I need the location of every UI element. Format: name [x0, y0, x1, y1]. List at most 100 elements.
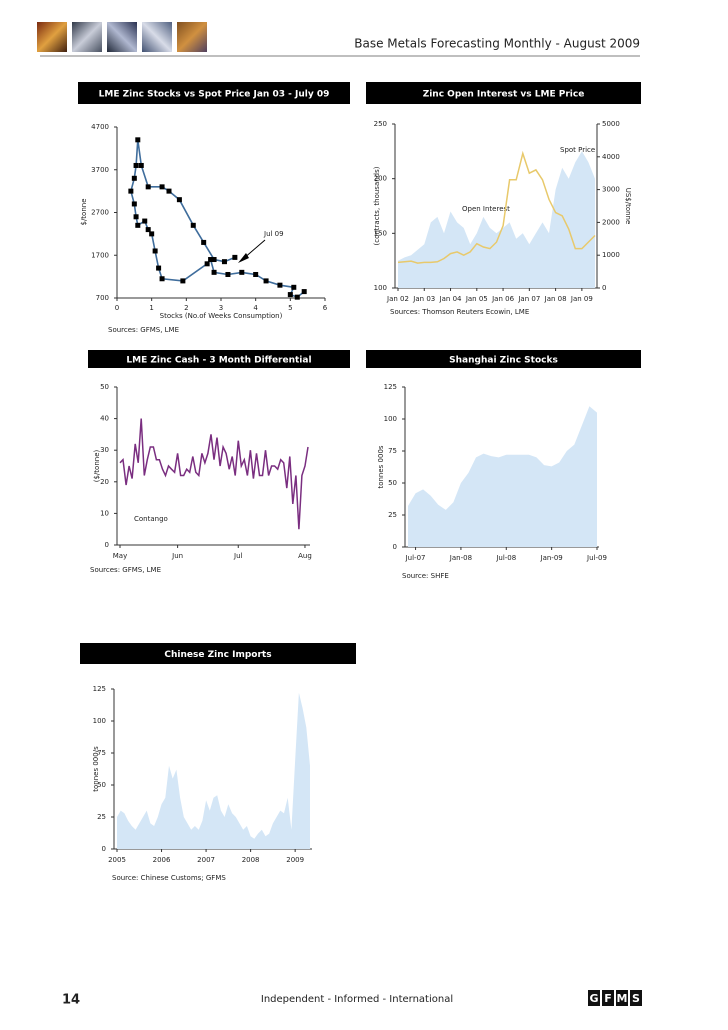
data-point	[211, 257, 217, 263]
header-image	[72, 22, 102, 52]
x-tick-label: Jan 02	[386, 295, 409, 303]
y2-tick-label: 0	[602, 284, 606, 292]
data-point	[156, 265, 162, 271]
panel-title-bar	[78, 82, 350, 104]
data-point	[239, 269, 245, 275]
data-area	[398, 151, 595, 288]
y-tick-label: 75	[388, 447, 397, 455]
series-label: Spot Price	[560, 146, 595, 154]
source-note: Source: Chinese Customs; GFMS	[112, 874, 226, 882]
data-point	[301, 289, 307, 295]
y-tick-label: 50	[388, 479, 397, 487]
source-note: Source: SHFE	[402, 572, 449, 580]
x-tick-label: Jan-08	[449, 554, 472, 562]
header-title: Base Metals Forecasting Monthly - August…	[354, 37, 640, 51]
data-point	[149, 231, 155, 237]
x-tick-label: 1	[149, 304, 153, 312]
data-point	[190, 222, 196, 228]
annotation: Contango	[134, 515, 168, 523]
data-area	[117, 692, 310, 849]
panel-title: Shanghai Zinc Stocks	[449, 356, 558, 366]
data-point	[131, 201, 137, 207]
x-tick-label: 2008	[242, 856, 260, 864]
x-axis-label: Stocks (No.of Weeks Consumption)	[160, 312, 283, 320]
data-point	[291, 284, 297, 290]
y-tick-label: 50	[100, 383, 109, 391]
data-point	[135, 137, 141, 143]
annotation: Jul 09	[263, 230, 284, 238]
x-tick-label: 0	[115, 304, 119, 312]
y-tick-label: 100	[384, 415, 397, 423]
x-tick-label: Jan 09	[570, 295, 593, 303]
y2-tick-label: 3000	[602, 186, 620, 194]
y-tick-label: 150	[374, 229, 387, 237]
data-point	[263, 278, 269, 284]
panel-title-bar	[88, 350, 350, 368]
y2-axis-label: US$/tonne	[624, 188, 632, 225]
y-tick-label: 125	[384, 383, 397, 391]
data-point	[253, 271, 259, 277]
data-point	[294, 294, 300, 300]
data-point	[180, 278, 186, 284]
y2-tick-label: 1000	[602, 251, 620, 259]
y-tick-label: 1700	[91, 251, 109, 259]
y-tick-label: 100	[374, 284, 387, 292]
data-point	[166, 188, 172, 194]
data-point	[159, 184, 165, 190]
x-tick-label: 2007	[197, 856, 215, 864]
data-point	[159, 276, 165, 282]
y-tick-label: 25	[388, 511, 397, 519]
y2-tick-label: 5000	[602, 120, 620, 128]
y-tick-label: 75	[97, 749, 106, 757]
data-line	[397, 150, 596, 264]
series-label: Open Interest	[462, 205, 510, 213]
logo-letter: F	[604, 992, 612, 1005]
panel-title: LME Zinc Cash - 3 Month Differential	[126, 356, 311, 366]
header-image	[107, 22, 137, 52]
panel-title-bar	[80, 643, 356, 664]
logo-letter: M	[617, 992, 628, 1005]
data-point	[221, 259, 227, 265]
data-point	[176, 197, 182, 203]
y-tick-label: 0	[393, 543, 397, 551]
data-line	[119, 418, 309, 530]
y-axis-label: ($/tonne)	[93, 449, 101, 482]
panel-title-bar	[366, 82, 641, 104]
x-tick-label: 2005	[108, 856, 126, 864]
panel-title: LME Zinc Stocks vs Spot Price Jan 03 - J…	[99, 90, 330, 100]
x-tick-label: Jan 05	[465, 295, 488, 303]
y-tick-label: 0	[105, 541, 109, 549]
header-image	[177, 22, 207, 52]
logo-box	[602, 990, 614, 1006]
y-tick-label: 200	[374, 175, 387, 183]
header-images	[37, 22, 207, 52]
y-tick-label: 4700	[91, 123, 109, 131]
header-image	[142, 22, 172, 52]
x-tick-label: Jan 04	[439, 295, 462, 303]
x-tick-label: Jul-08	[495, 554, 516, 562]
x-tick-label: Jan 08	[544, 295, 567, 303]
data-point	[232, 254, 238, 260]
data-point	[133, 214, 139, 220]
header-image	[37, 22, 67, 52]
x-tick-label: Jan-09	[540, 554, 563, 562]
x-tick-label: Jul-07	[405, 554, 426, 562]
source-note: Sources: GFMS, LME	[90, 566, 161, 574]
y2-tick-label: 2000	[602, 218, 620, 226]
y-tick-label: 20	[100, 478, 109, 486]
panel-title: Chinese Zinc Imports	[164, 650, 271, 660]
data-point	[277, 282, 283, 288]
logo-letter: G	[589, 992, 598, 1005]
footer-tagline: Independent - Informed - International	[261, 994, 453, 1005]
source-note: Sources: Thomson Reuters Ecowin, LME	[390, 308, 529, 316]
logo-box	[630, 990, 642, 1006]
data-point	[131, 175, 137, 181]
y-tick-label: 125	[93, 685, 106, 693]
data-point	[208, 257, 214, 263]
data-area	[408, 406, 597, 547]
x-tick-label: May	[113, 552, 127, 560]
x-tick-label: Jan 03	[412, 295, 435, 303]
y-tick-label: 100	[93, 717, 106, 725]
data-point	[142, 218, 148, 224]
panel-title-bar	[366, 350, 641, 368]
